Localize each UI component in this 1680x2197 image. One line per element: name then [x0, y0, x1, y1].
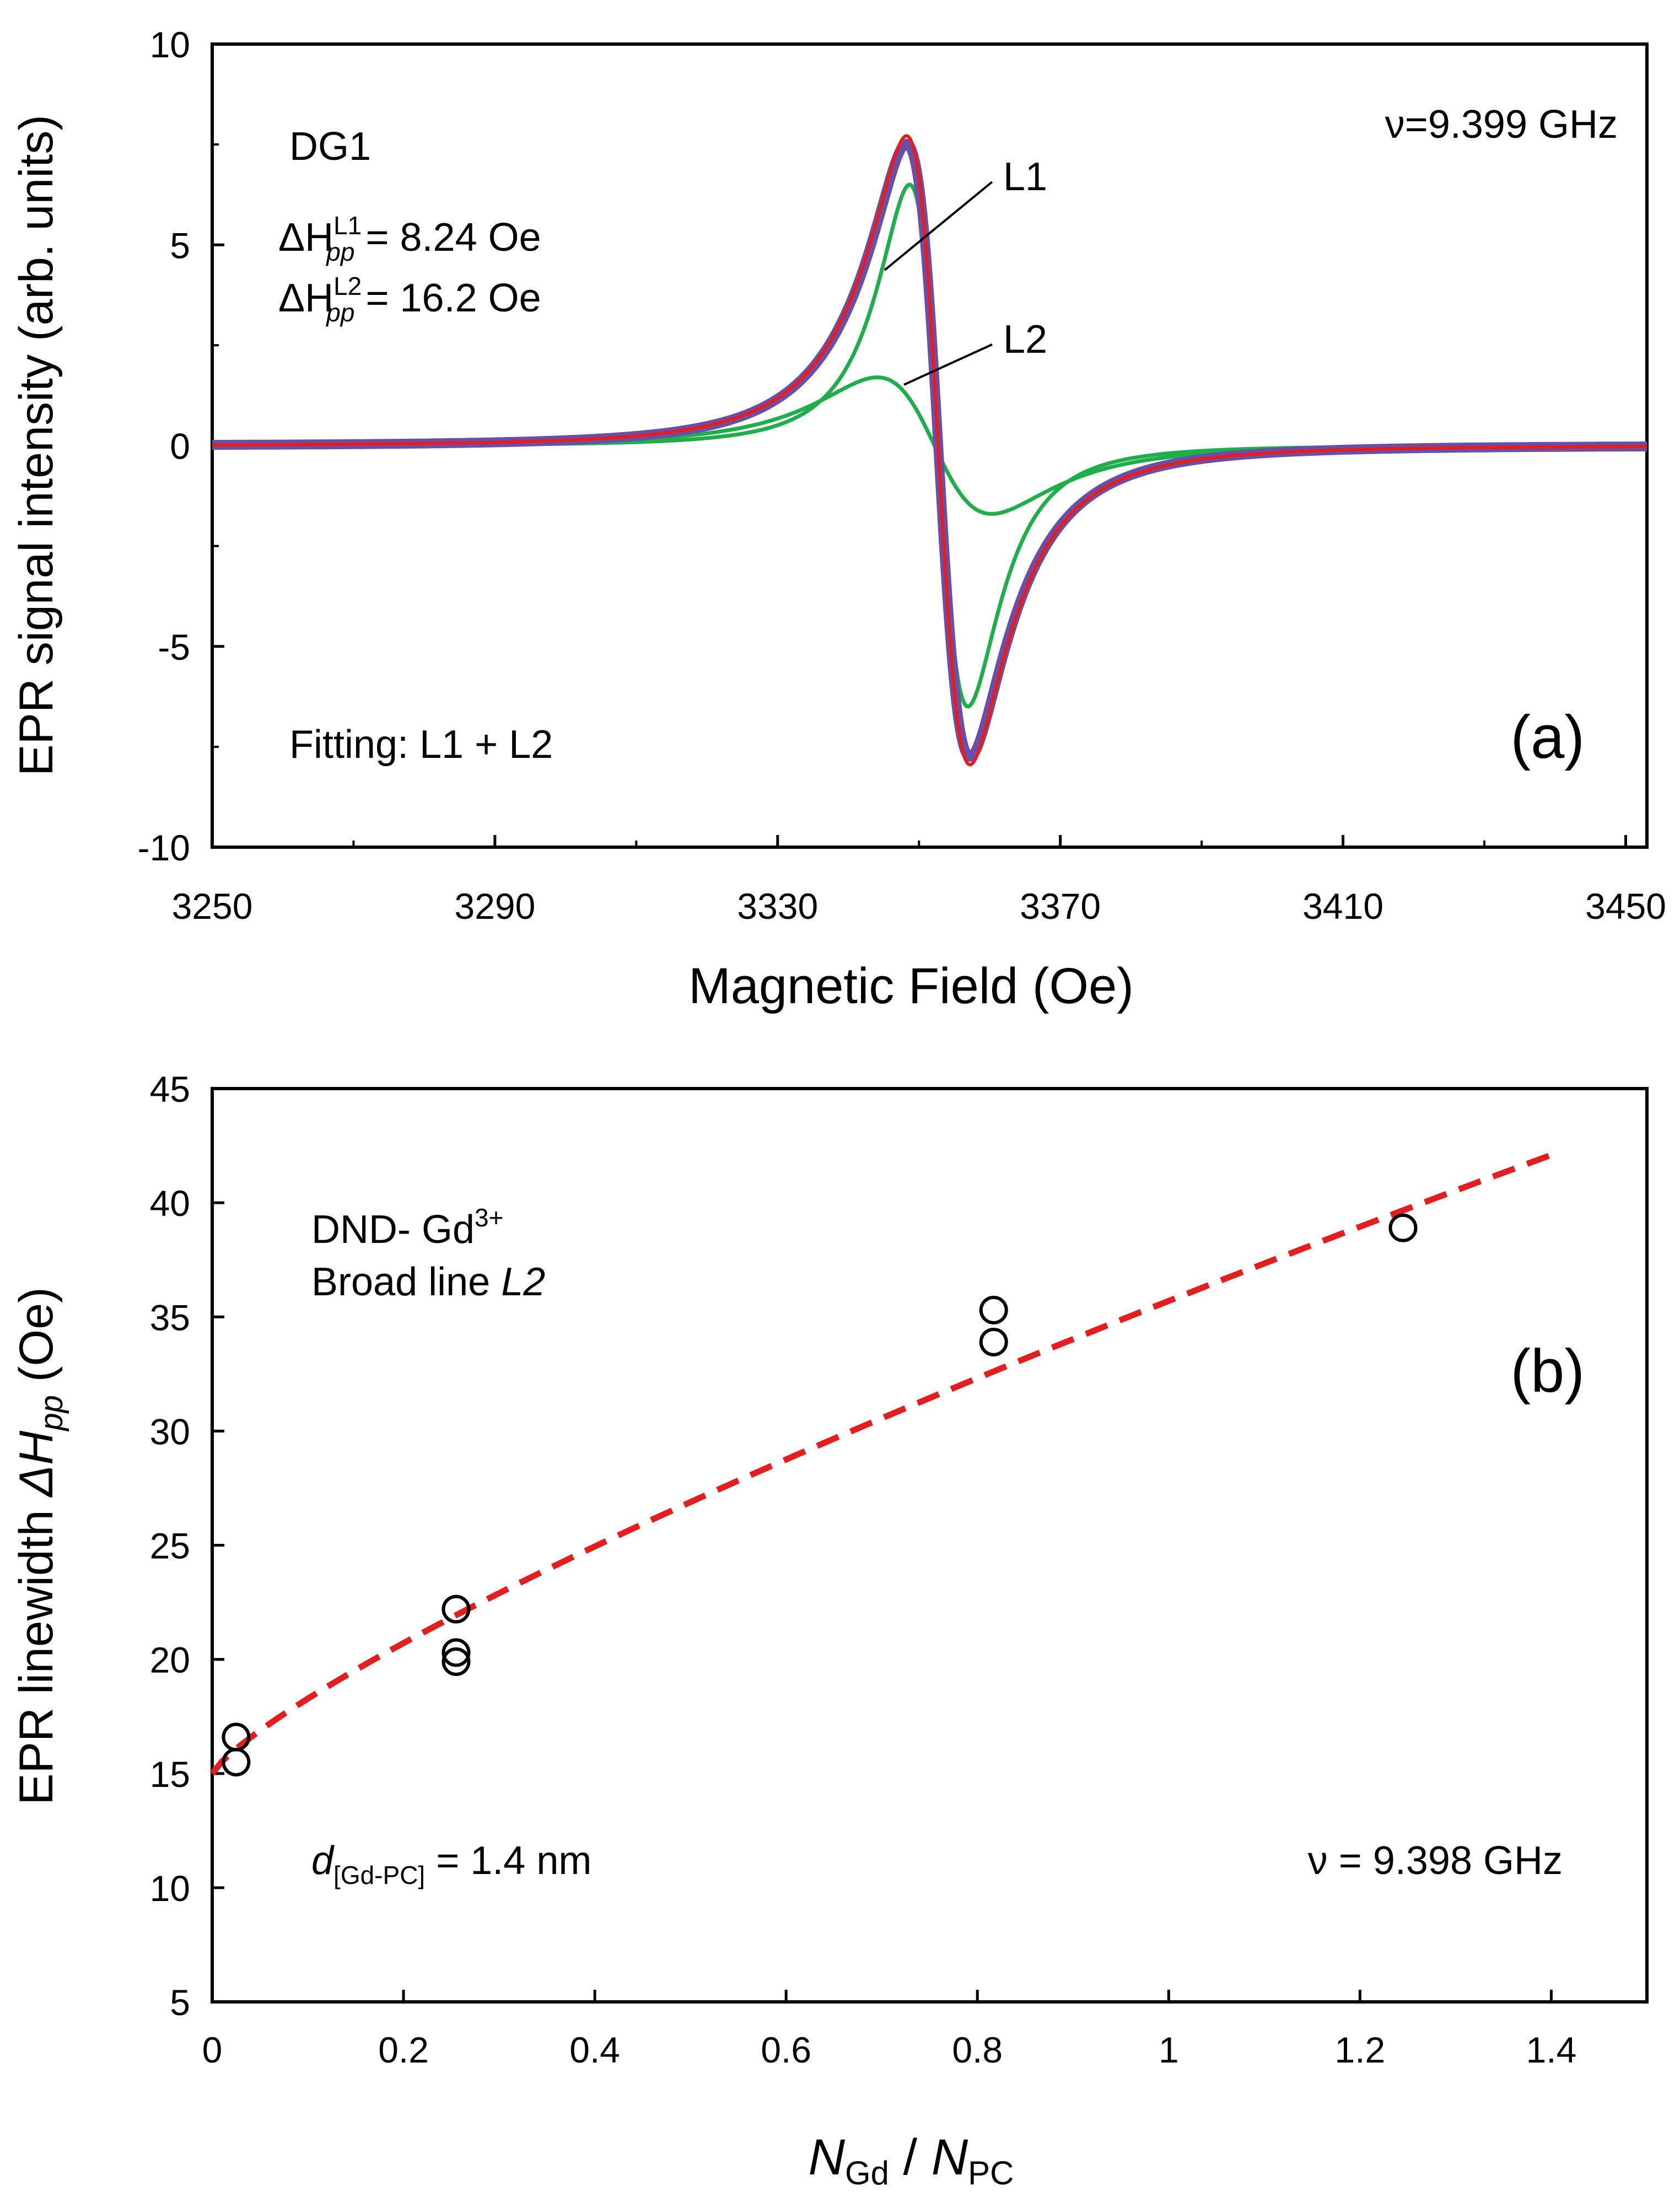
l2-leader-line	[903, 343, 993, 386]
annotation-sample: DG1	[289, 125, 371, 169]
panel-b-x-tick-label: 0.8	[952, 2029, 1003, 2070]
panel-a-x-tick-label: 3250	[172, 886, 253, 927]
panel-b-y-tick-label: 20	[150, 1640, 190, 1681]
series-fit-line	[212, 134, 1647, 767]
panel-b-y-tick-label: 25	[150, 1526, 190, 1566]
panel-a-x-tick-label: 3450	[1585, 886, 1666, 927]
panel-a-y-tick-label: -5	[158, 627, 190, 667]
data-point	[441, 1638, 471, 1667]
panel-b-x-tick-label: 1.2	[1335, 2029, 1386, 2070]
panel-a-y-axis-label: EPR signal intensity (arb. units)	[10, 115, 63, 776]
panel-b-ticks: 5 10 15 20 25 30 35 40 45 0 0.2 0.4 0.6 0.8 1 1.2 1.4	[150, 1069, 1577, 2070]
panel-a-series	[209, 134, 1650, 767]
panel-a-x-tick-label: 3370	[1020, 886, 1101, 927]
panel-a-y-tick-label: -10	[138, 827, 190, 868]
panel-b-x-tick-label: 0.4	[569, 2029, 620, 2070]
panel-a-x-tick-label: 3410	[1302, 886, 1383, 927]
data-point	[441, 1595, 471, 1624]
panel-b-x-tick-label: 1	[1159, 2029, 1179, 2070]
annotation-fitting: Fitting: L1 + L2	[289, 723, 553, 767]
panel-a-x-tick-label: 3290	[454, 886, 535, 927]
annotation-frequency-a: ν=9.399 GHz	[1385, 103, 1618, 147]
l1-label: L1	[1003, 155, 1047, 199]
panel-b-x-tick-label: 1.4	[1526, 2029, 1577, 2070]
panel-b-x-tick-label: 0	[202, 2029, 223, 2070]
data-point	[979, 1327, 1008, 1356]
panel-a-leaders	[884, 181, 993, 386]
annotation-broad-line: Broad line L2	[311, 1260, 545, 1304]
l1-leader-line	[884, 181, 993, 271]
panel-a-x-axis-label: Magnetic Field (Oe)	[688, 958, 1134, 1014]
panel-b-fit	[209, 1152, 1553, 1776]
data-point	[441, 1647, 471, 1676]
panel-a-y-tick-label: 0	[170, 426, 190, 467]
panel-b-y-tick-label: 40	[150, 1183, 190, 1224]
panel-b-y-tick-label: 35	[150, 1297, 190, 1338]
panel-a-y-tick-label: 10	[150, 24, 190, 65]
panel-b-points	[222, 1213, 1418, 1777]
panel-a-label: (a)	[1511, 703, 1585, 771]
panel-b-y-tick-label: 15	[150, 1754, 190, 1795]
panel-b-x-tick-label: 0.6	[761, 2029, 811, 2070]
panel-b-label: (b)	[1511, 1337, 1585, 1405]
panel-a-ticks: 10 5 0 -5 -10 3250 3290 3330 3370 3410 3450	[138, 24, 1666, 927]
panel-b: 5 10 15 20 25 30 35 40 45 0 0.2 0.4 0.6 0.8 1 1.2 1.4 DN…	[10, 1069, 1649, 2191]
panel-a-x-tick-label: 3330	[737, 886, 818, 927]
panel-a: 10 5 0 -5 -10 3250 3290 3330 3370 3410 3450 DG1 ΔH…	[10, 24, 1666, 1014]
annotation-width-l1: ΔHL1 pp = 8.24 Oe	[278, 211, 541, 266]
panel-b-y-tick-label: 30	[150, 1411, 190, 1452]
panel-b-y-tick-label: 10	[150, 1868, 190, 1909]
panel-b-y-axis-label: EPR linewidth ΔHpp (Oe)	[10, 1287, 69, 1805]
panel-a-y-tick-label: 5	[170, 225, 190, 266]
data-point	[1388, 1213, 1418, 1242]
panel-b-x-axis-label: NGd / NPC	[809, 2129, 1014, 2191]
l2-label: L2	[1003, 317, 1047, 362]
data-point	[979, 1295, 1008, 1324]
annotation-frequency-b: ν = 9.398 GHz	[1308, 1839, 1563, 1883]
panel-b-y-tick-label: 5	[170, 1982, 190, 2023]
fit-curve	[209, 1152, 1553, 1776]
panel-b-x-tick-label: 0.2	[378, 2029, 429, 2070]
panel-b-y-tick-label: 45	[150, 1069, 190, 1110]
annotation-sample-b: DND- Gd3+	[311, 1203, 503, 1252]
data-point	[222, 1748, 251, 1777]
annotation-width-l2: ΔHL2 pp = 16.2 Oe	[278, 272, 541, 327]
annotation-distance: d[Gd-PC] = 1.4 nm	[311, 1839, 591, 1889]
